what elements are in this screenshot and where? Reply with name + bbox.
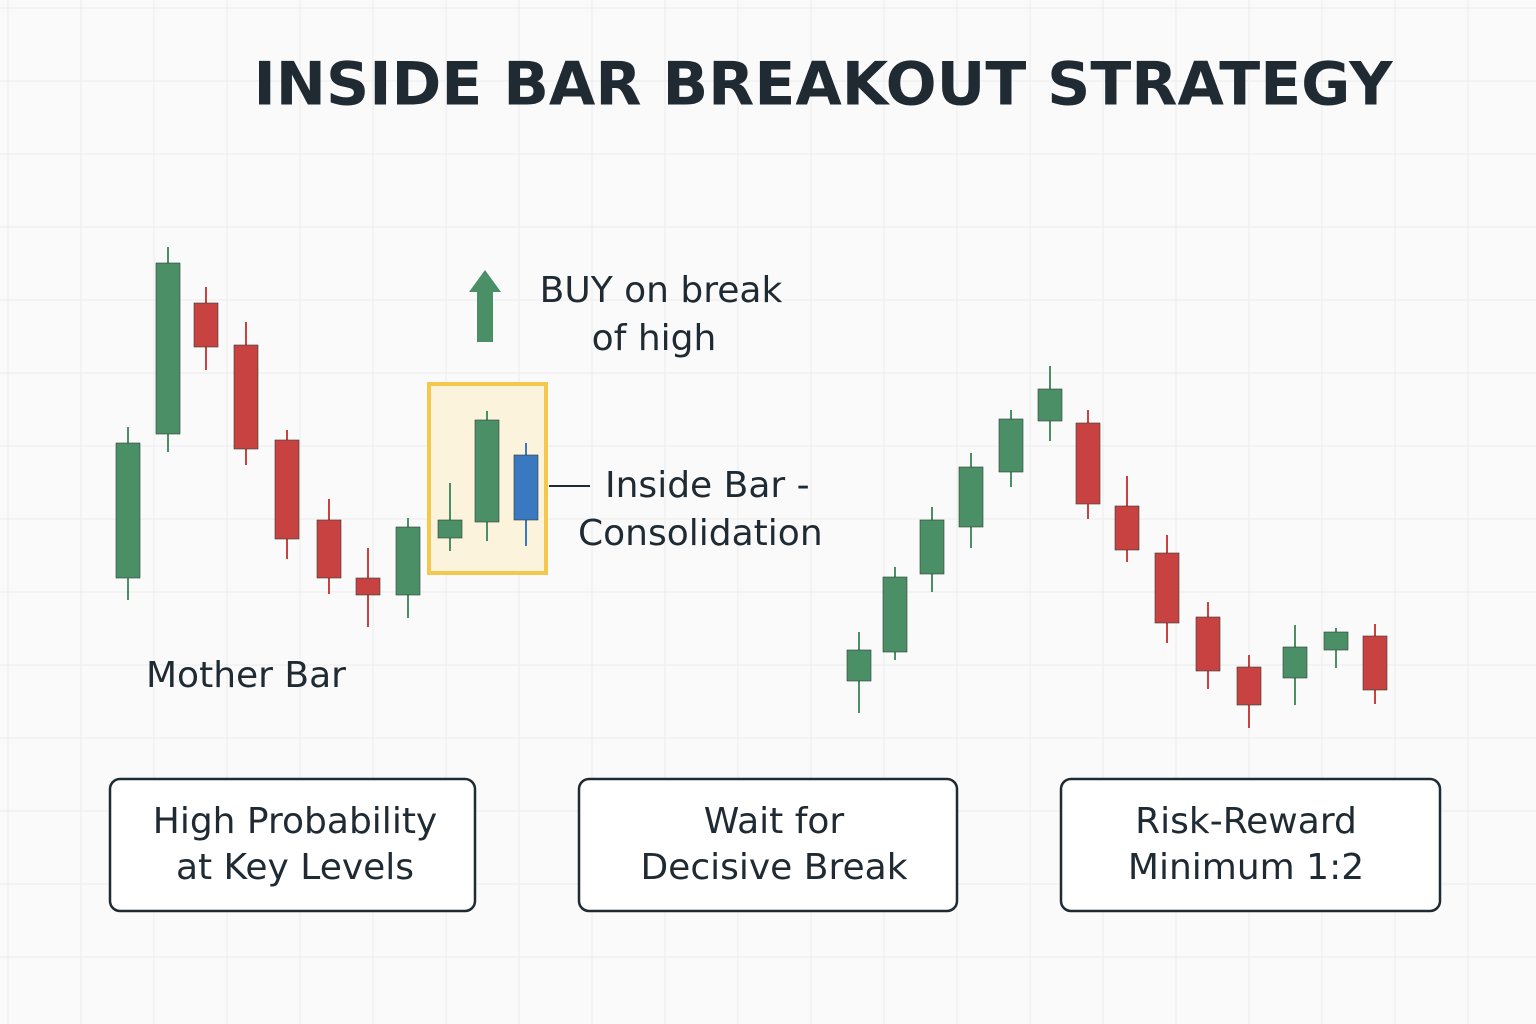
candle-body [1154, 552, 1180, 624]
box-text: Minimum 1:2 [1128, 847, 1364, 888]
candle-body [155, 262, 181, 435]
candle [193, 287, 219, 370]
candle [1075, 410, 1101, 519]
candle-body [1075, 422, 1101, 505]
box-text: Decisive Break [640, 847, 907, 888]
buy-note: of high [592, 318, 717, 359]
candle [437, 483, 463, 551]
candle-body [1037, 388, 1063, 422]
candle-body [395, 526, 421, 596]
candle [1323, 628, 1349, 668]
info-box: Wait for Decisive Break [577, 777, 959, 913]
candle-body [1236, 666, 1262, 706]
box-text: High Probability [153, 801, 437, 842]
candle [1236, 655, 1262, 728]
candle-body [316, 519, 342, 579]
candle-body [437, 519, 463, 539]
candle-body [233, 344, 259, 450]
candles [115, 247, 1388, 728]
candle [882, 567, 908, 660]
candle-body [274, 439, 300, 540]
candle [355, 548, 381, 627]
info-box: Risk-Reward Minimum 1:2 [1059, 777, 1442, 913]
candle-body [1195, 616, 1221, 672]
box-frame [577, 777, 959, 913]
candle [395, 518, 421, 618]
candle [919, 507, 945, 592]
candle [115, 427, 141, 600]
candle-body [193, 302, 219, 348]
title: INSIDE BAR BREAKOUT STRATEGY [253, 50, 1394, 120]
candle-body [958, 466, 984, 528]
candle-body [355, 577, 381, 596]
candle [846, 632, 872, 713]
candle-body [115, 442, 141, 579]
candle [1114, 476, 1140, 562]
candle-body [846, 649, 872, 682]
candle-body [474, 419, 500, 523]
box-frame [108, 777, 477, 913]
buy-note: BUY on break [540, 270, 783, 311]
candle-body [882, 576, 908, 653]
mother-bar-note: Mother Bar [146, 655, 346, 696]
candle [1282, 625, 1308, 705]
candle-body [513, 454, 539, 521]
candle-body [919, 519, 945, 575]
box-text: Risk-Reward [1135, 801, 1357, 842]
candle [1195, 602, 1221, 689]
candle-body [1282, 646, 1308, 679]
candle [474, 411, 500, 541]
candle [233, 322, 259, 465]
box-text: at Key Levels [176, 847, 414, 888]
candle [1362, 624, 1388, 704]
candle [1037, 366, 1063, 441]
candle [1154, 535, 1180, 643]
info-box: High Probability at Key Levels [108, 777, 477, 913]
box-text: Wait for [704, 801, 845, 842]
up-arrow [469, 270, 501, 342]
candle-body [1114, 505, 1140, 551]
inside-bar-note: Inside Bar - [605, 465, 810, 506]
candle [316, 499, 342, 594]
candle-body [1323, 631, 1349, 651]
candle [998, 410, 1024, 487]
candle-body [1362, 635, 1388, 691]
box-frame [1059, 777, 1442, 913]
candle-body [998, 418, 1024, 473]
candle [155, 247, 181, 452]
candle [513, 443, 539, 546]
inside-bar-note: Consolidation [578, 513, 823, 554]
candle [958, 453, 984, 548]
candle [274, 430, 300, 559]
